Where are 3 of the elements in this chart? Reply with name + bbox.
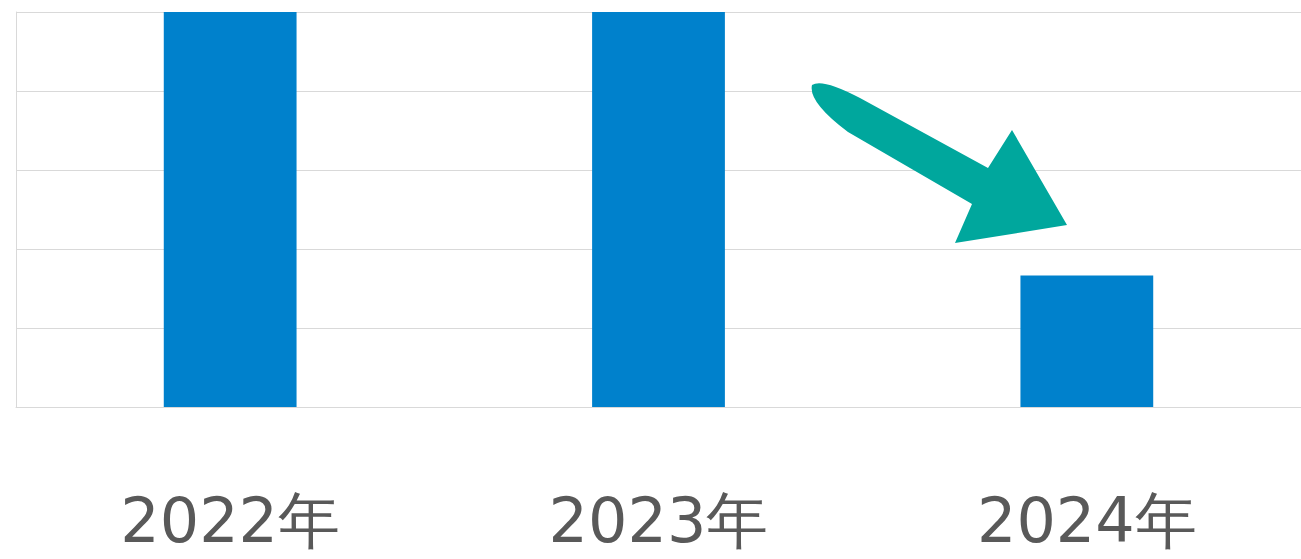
x-tick-label: 2024年 <box>976 483 1197 557</box>
x-tick-label: 2023年 <box>548 483 769 557</box>
x-tick-label: 2022年 <box>120 483 341 557</box>
